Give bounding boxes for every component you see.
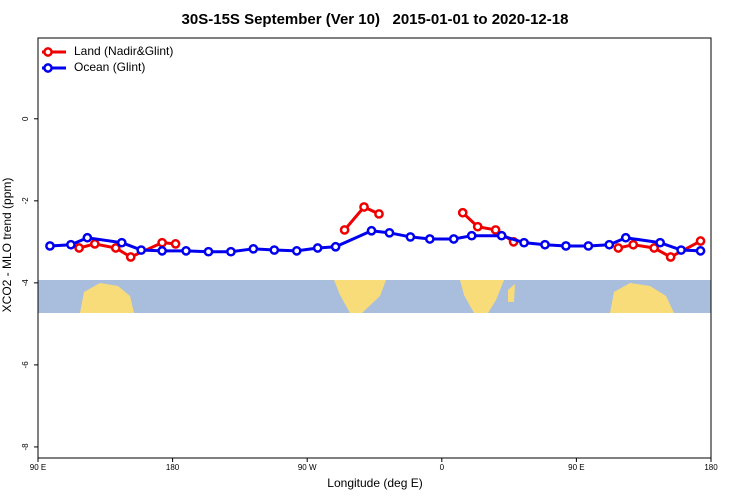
plot-frame (37, 37, 712, 459)
x-tick-label: 0 (440, 463, 445, 472)
data-point (116, 237, 127, 248)
x-axis-label: Longitude (deg E) (327, 476, 422, 490)
data-point (561, 241, 571, 251)
data-point (330, 241, 341, 252)
data-point (604, 239, 615, 250)
data-point (676, 245, 686, 255)
data-point (466, 230, 477, 241)
data-point (312, 243, 323, 253)
y-tick-label: -6 (21, 361, 30, 369)
data-point (628, 239, 639, 250)
data-point (496, 230, 507, 241)
data-point (291, 246, 302, 256)
legend-marker (43, 47, 53, 57)
data-point (583, 241, 594, 251)
data-point (384, 227, 395, 238)
data-point (374, 209, 384, 219)
data-point (424, 234, 435, 244)
data-point (136, 245, 147, 255)
data-point (366, 225, 377, 236)
x-tick-label: 90 E (568, 463, 584, 472)
data-point (170, 239, 181, 249)
data-point (82, 232, 93, 243)
data-point (695, 236, 706, 246)
data-point (45, 241, 55, 251)
data-point (74, 243, 84, 253)
data-point (203, 246, 214, 257)
data-point (540, 239, 550, 250)
y-tick-label: -2 (21, 197, 30, 205)
x-tick-label: 180 (704, 463, 718, 472)
data-point (157, 237, 167, 248)
x-tick-label: 90 W (298, 463, 317, 472)
data-point (472, 221, 483, 232)
data-point (665, 252, 676, 262)
map-strip (38, 280, 711, 313)
data-point (490, 225, 501, 235)
data-point (339, 225, 350, 235)
y-tick-label: -4 (21, 279, 30, 287)
data-point (655, 237, 666, 248)
y-axis-label: XCO2 - MLO trend (ppm) (0, 178, 14, 313)
x-tick-label: 180 (166, 463, 180, 472)
legend-marker (43, 63, 53, 73)
legend-label: Ocean (Glint) (74, 60, 145, 74)
data-point (125, 252, 136, 262)
data-point (359, 202, 369, 212)
data-point (157, 246, 167, 256)
data-point (226, 246, 236, 257)
data-point (457, 207, 468, 218)
legend-label: Land (Nadir&Glint) (74, 44, 173, 58)
data-point (695, 246, 706, 256)
y-tick-label: 0 (21, 116, 30, 121)
data-point (519, 237, 529, 248)
data-point (181, 246, 191, 256)
data-point (620, 232, 631, 243)
data-point (649, 243, 660, 253)
y-tick-label: -8 (21, 443, 30, 451)
x-tick-label: 90 E (30, 463, 46, 472)
data-point (405, 232, 416, 242)
data-point (269, 245, 280, 255)
data-point (248, 243, 259, 254)
data-point (66, 239, 76, 250)
data-point (89, 239, 100, 249)
chart-title: 30S-15S September (Ver 10) 2015-01-01 to… (182, 11, 569, 28)
data-point (613, 243, 624, 253)
data-point (448, 234, 459, 244)
data-point (110, 243, 121, 253)
